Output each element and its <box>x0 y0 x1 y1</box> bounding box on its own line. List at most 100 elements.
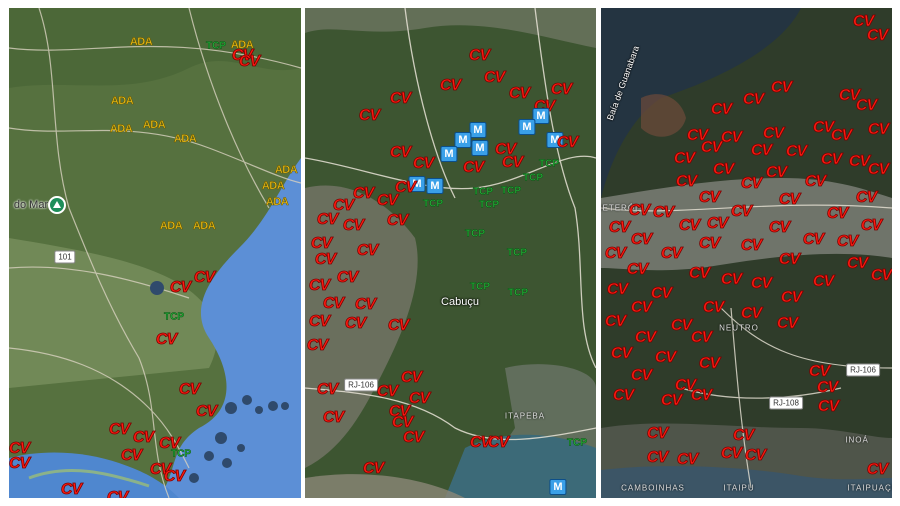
cv-marker[interactable]: CV <box>402 429 424 447</box>
cv-marker[interactable]: CV <box>817 398 839 416</box>
cv-marker[interactable]: CV <box>838 87 860 105</box>
cv-marker[interactable]: CV <box>730 203 752 221</box>
cv-marker[interactable]: CV <box>408 390 430 408</box>
cv-marker[interactable]: CV <box>9 455 31 473</box>
cv-marker[interactable]: CV <box>169 279 191 297</box>
cv-marker[interactable]: CV <box>389 90 411 108</box>
cv-marker[interactable]: CV <box>770 79 792 97</box>
map-panel-right[interactable]: Baía de GuanabaraNETERÓINEUTRORJ-106RJ-1… <box>601 8 892 498</box>
cv-marker[interactable]: CV <box>802 231 824 249</box>
tcp-marker[interactable]: TCP <box>171 448 192 460</box>
cv-marker[interactable]: CV <box>776 315 798 333</box>
cv-marker[interactable]: CV <box>356 242 378 260</box>
cv-marker[interactable]: CV <box>158 435 180 453</box>
cv-marker[interactable]: CV <box>388 403 410 421</box>
cv-marker[interactable]: CV <box>606 281 628 299</box>
cv-marker[interactable]: CV <box>660 245 682 263</box>
cv-marker[interactable]: CV <box>650 285 672 303</box>
cv-marker[interactable]: CV <box>706 215 728 233</box>
cv-marker[interactable]: CV <box>469 434 491 452</box>
cv-marker[interactable]: CV <box>556 134 578 152</box>
cv-marker[interactable]: CV <box>778 191 800 209</box>
cv-marker[interactable]: CV <box>762 125 784 143</box>
cv-marker[interactable]: CV <box>742 91 764 109</box>
cv-marker[interactable]: CV <box>391 414 413 432</box>
ada-marker[interactable]: ADA <box>173 133 197 146</box>
cv-marker[interactable]: CV <box>387 317 409 335</box>
tcp-marker[interactable]: TCP <box>465 228 486 240</box>
cv-marker[interactable]: CV <box>314 251 336 269</box>
cv-marker[interactable]: CV <box>106 489 128 498</box>
cv-marker[interactable]: CV <box>698 235 720 253</box>
cv-marker[interactable]: CV <box>740 237 762 255</box>
cv-marker[interactable]: CV <box>804 173 826 191</box>
cv-marker[interactable]: CV <box>483 69 505 87</box>
cv-marker[interactable]: CV <box>812 119 834 137</box>
cv-marker[interactable]: CV <box>646 425 668 443</box>
tcp-marker[interactable]: TCP <box>470 281 491 293</box>
cv-marker[interactable]: CV <box>848 153 870 171</box>
cv-marker[interactable]: CV <box>400 369 422 387</box>
cv-marker[interactable]: CV <box>744 447 766 465</box>
cv-marker[interactable]: CV <box>501 154 523 172</box>
cv-marker[interactable]: CV <box>690 387 712 405</box>
cv-marker[interactable]: CV <box>108 421 130 439</box>
cv-marker[interactable]: CV <box>740 305 762 323</box>
cv-marker[interactable]: CV <box>120 447 142 465</box>
cv-marker[interactable]: CV <box>352 185 374 203</box>
cv-marker[interactable]: CV <box>820 151 842 169</box>
cv-marker[interactable]: CV <box>866 461 888 479</box>
cv-marker[interactable]: CV <box>673 150 695 168</box>
cv-marker[interactable]: CV <box>604 245 626 263</box>
cv-marker[interactable]: CV <box>732 427 754 445</box>
cv-marker[interactable]: CV <box>376 192 398 210</box>
cv-marker[interactable]: CV <box>720 129 742 147</box>
cv-marker[interactable]: CV <box>634 329 656 347</box>
cv-marker[interactable]: CV <box>867 121 889 139</box>
tcp-marker[interactable]: TCP <box>479 199 500 211</box>
cv-marker[interactable]: CV <box>439 77 461 95</box>
cv-marker[interactable]: CV <box>316 211 338 229</box>
cv-marker[interactable]: CV <box>867 161 889 179</box>
cv-marker[interactable]: CV <box>780 289 802 307</box>
tcp-marker[interactable]: TCP <box>473 186 494 198</box>
ada-marker[interactable]: ADA <box>110 95 134 108</box>
cv-marker[interactable]: CV <box>462 159 484 177</box>
cv-marker[interactable]: CV <box>310 235 332 253</box>
cv-marker[interactable]: CV <box>866 27 888 45</box>
cv-marker[interactable]: CV <box>354 296 376 314</box>
cv-marker[interactable]: CV <box>690 329 712 347</box>
cv-marker[interactable]: CV <box>344 315 366 333</box>
cv-marker[interactable]: CV <box>155 331 177 349</box>
ada-marker[interactable]: ADA <box>274 164 298 177</box>
cv-marker[interactable]: CV <box>508 85 530 103</box>
tcp-marker[interactable]: TCP <box>539 158 560 170</box>
cv-marker[interactable]: CV <box>688 265 710 283</box>
cv-marker[interactable]: CV <box>149 461 171 479</box>
cv-marker[interactable]: CV <box>306 337 328 355</box>
cv-marker[interactable]: CV <box>710 101 732 119</box>
cv-marker[interactable]: CV <box>193 269 215 287</box>
ada-marker[interactable]: ADA <box>192 220 216 233</box>
cv-marker[interactable]: CV <box>231 47 253 65</box>
cv-marker[interactable]: CV <box>336 269 358 287</box>
cv-marker[interactable]: CV <box>322 295 344 313</box>
cv-marker[interactable]: CV <box>628 202 650 220</box>
cv-marker[interactable]: CV <box>855 97 877 115</box>
cv-marker[interactable]: CV <box>60 481 82 498</box>
cv-marker[interactable]: CV <box>785 143 807 161</box>
milicia-marker[interactable]: M <box>471 140 489 156</box>
ada-marker[interactable]: ADA <box>129 36 153 49</box>
cv-marker[interactable]: CV <box>816 379 838 397</box>
cv-marker[interactable]: CV <box>487 434 509 452</box>
cv-marker[interactable]: CV <box>698 189 720 207</box>
cv-marker[interactable]: CV <box>852 13 874 31</box>
cv-marker[interactable]: CV <box>678 217 700 235</box>
cv-marker[interactable]: CV <box>612 387 634 405</box>
cv-marker[interactable]: CV <box>630 367 652 385</box>
map-panel-left[interactable]: do Mar 101 ADA ADA ADA ADA ADA ADA ADA ADA ADA ADA A… <box>9 8 301 498</box>
cv-marker[interactable]: CV <box>652 204 674 222</box>
cv-marker[interactable]: CV <box>812 273 834 291</box>
cv-marker[interactable]: CV <box>342 217 364 235</box>
cv-marker[interactable]: CV <box>238 53 260 71</box>
